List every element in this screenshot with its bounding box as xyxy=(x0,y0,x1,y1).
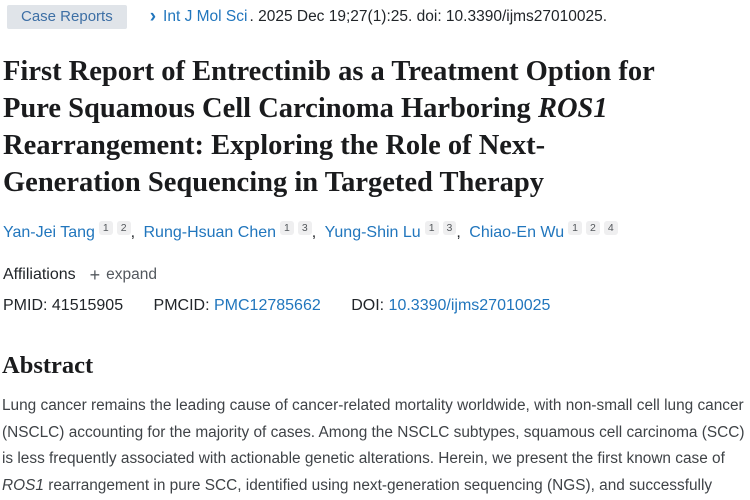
doi-group: DOI: 10.3390/ijms27010025 xyxy=(351,297,550,314)
text-segment: Lung cancer remains the leading cause of… xyxy=(2,397,745,467)
pmcid-link[interactable]: PMC12785662 xyxy=(214,297,321,314)
pmid-group: PMID: 41515905 xyxy=(3,297,123,314)
affiliations-label: Affiliations xyxy=(3,266,76,283)
publication-type-badge[interactable]: Case Reports xyxy=(7,5,127,29)
author-link[interactable]: Yung-Shin Lu xyxy=(324,224,421,241)
author-separator: , xyxy=(456,224,466,241)
abstract-heading: Abstract xyxy=(2,352,94,379)
text-segment: rearrangement in pure SCC, identified us… xyxy=(48,476,713,494)
expand-label: expand xyxy=(106,266,158,283)
affiliations-row: Affiliations + expand xyxy=(3,264,750,286)
author-link[interactable]: Rung-Hsuan Chen xyxy=(143,224,277,241)
author-affiliation-number: 2 xyxy=(585,221,600,235)
doi-label: DOI: xyxy=(351,297,385,314)
gene-name-italic: ROS1 xyxy=(537,93,608,124)
pubmed-article-page: { "meta": { "badge": "Case Reports", "jo… xyxy=(0,5,750,500)
author-affiliation-number: 1 xyxy=(98,221,113,235)
citation-text: . 2025 Dec 19;27(1):25. doi: 10.3390/ijm… xyxy=(249,8,608,25)
pmcid-group: PMCID: PMC12785662 xyxy=(154,297,321,314)
author-link[interactable]: Chiao-En Wu xyxy=(469,224,565,241)
author-affiliation-number: 1 xyxy=(280,221,294,235)
author-affiliation-number: 1 xyxy=(424,221,439,235)
pmid-value: 41515905 xyxy=(51,297,124,314)
gene-name-italic: ROS1 xyxy=(2,476,44,494)
journal-link[interactable]: Int J Mol Sci xyxy=(163,8,248,25)
author-affiliation-number: 1 xyxy=(568,221,582,235)
author-affiliation-number: 3 xyxy=(297,221,312,235)
chevron-right-icon: › xyxy=(149,6,157,27)
plus-icon: + xyxy=(89,265,101,285)
abstract-text: Lung cancer remains the leading cause of… xyxy=(2,393,750,500)
author-link[interactable]: Yan-Jei Tang xyxy=(3,224,95,241)
pmid-label: PMID: xyxy=(3,297,48,314)
identifiers-row: PMID: 41515905 PMCID: PMC12785662 DOI: 1… xyxy=(3,295,750,317)
author-affiliation-number: 4 xyxy=(603,221,618,235)
doi-link[interactable]: 10.3390/ijms27010025 xyxy=(388,297,551,314)
expand-affiliations-button[interactable]: + expand xyxy=(90,266,157,284)
author-affiliation-number: 2 xyxy=(116,221,131,235)
author-separator: , xyxy=(311,224,321,241)
author-separator: , xyxy=(130,224,140,241)
article-title: First Report of Entrectinib as a Treatme… xyxy=(3,53,736,201)
authors-list: Yan-Jei Tang 1 2, Rung-Hsuan Chen 1 3, Yung-… xyxy=(3,221,750,244)
pmcid-label: PMCID: xyxy=(153,297,210,314)
citation-bar: Case Reports › Int J Mol Sci . 2025 Dec … xyxy=(7,5,750,29)
author-affiliation-number: 3 xyxy=(442,221,457,235)
text-segment: Rearrangement: Exploring the Role of Nex… xyxy=(3,130,546,198)
text-segment: First Report of Entrectinib as a Treatme… xyxy=(3,56,655,124)
